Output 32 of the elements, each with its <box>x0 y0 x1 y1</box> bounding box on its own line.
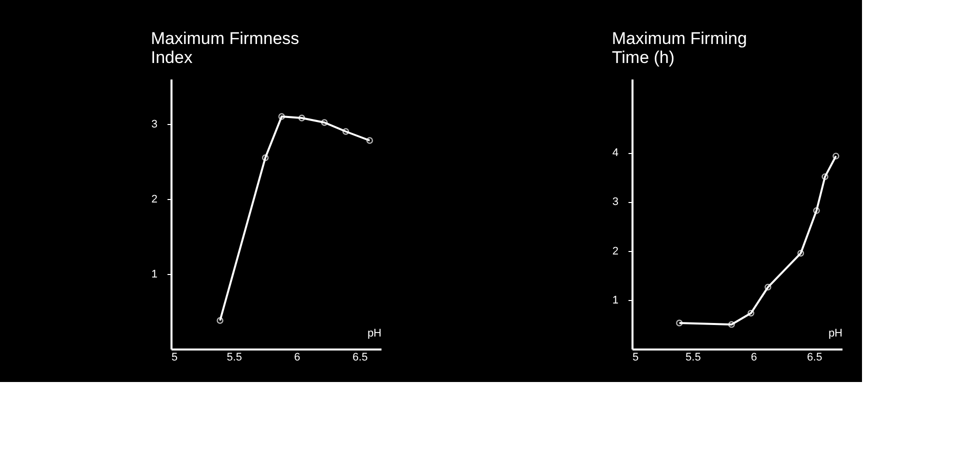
point <box>278 113 285 120</box>
y-tick-label: 4 <box>612 147 618 160</box>
y-tick-label: 2 <box>612 245 618 258</box>
x-tick-label: 6.5 <box>806 352 822 364</box>
x-axis-title: pH <box>828 328 843 340</box>
text: Maximum Firming <box>612 29 747 48</box>
text: Maximum Firmness <box>150 29 300 48</box>
x-tick-label: 6.5 <box>352 352 368 364</box>
x-tick-label: 5.5 <box>686 352 701 364</box>
x-tick-label: 5 <box>172 352 178 364</box>
point <box>298 114 306 122</box>
y-tick-label: 2 <box>151 194 158 206</box>
y-tick-label: 3 <box>151 118 158 130</box>
point <box>728 321 735 328</box>
x-tick-label: 5 <box>632 352 639 364</box>
x-axis-title: pH <box>367 328 382 340</box>
point <box>822 173 828 180</box>
point <box>797 250 804 257</box>
text: Time (h) <box>612 48 675 67</box>
y-tick-label: 1 <box>612 294 618 306</box>
point <box>321 119 328 126</box>
x-tick-label: 5.5 <box>226 352 242 364</box>
point <box>764 284 772 290</box>
point <box>342 128 350 135</box>
point <box>748 310 754 316</box>
y-tick-label: 3 <box>612 196 618 208</box>
y-tick-label: 1 <box>151 268 158 280</box>
x-tick-label: 6 <box>294 352 300 364</box>
text: Index <box>150 48 192 67</box>
point <box>262 154 269 162</box>
point <box>813 207 820 214</box>
x-tick-label: 6 <box>750 352 757 364</box>
